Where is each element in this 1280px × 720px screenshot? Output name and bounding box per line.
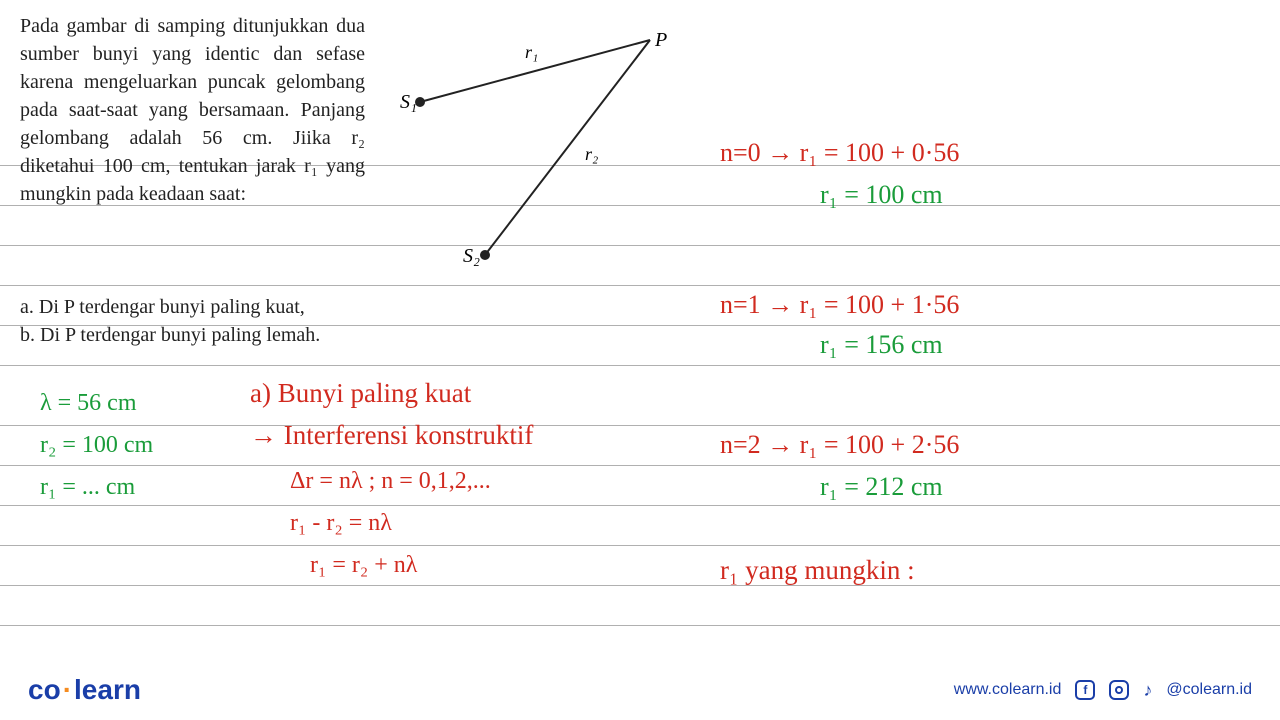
case-n2-res: r₁ = 212 cm	[820, 472, 943, 502]
case-n0-res: r₁ = 100 cm	[820, 180, 943, 210]
facebook-icon: f	[1075, 680, 1095, 700]
footer-handle: @colearn.id	[1166, 681, 1252, 699]
brand-left: co	[28, 674, 61, 705]
footer-right: www.colearn.id f @colearn.id	[954, 679, 1252, 702]
problem-body: Pada gambar di samping ditunjukkan dua s…	[20, 12, 365, 208]
label-r1: r₁	[525, 42, 538, 62]
problem-option-a: a. Di P terdengar bunyi paling kuat,	[20, 296, 305, 319]
case-n0-head: n=0 → r₁ = 100 + 0·56	[720, 138, 959, 168]
case-possible: r₁ yang mungkin :	[720, 555, 915, 586]
tiktok-icon	[1143, 679, 1152, 702]
given-r1: r₁ = ... cm	[40, 474, 135, 501]
label-s1: S₁	[400, 91, 417, 113]
work-a-eq2: r₁ - r₂ = nλ	[290, 510, 392, 537]
work-a-eq1: Δr = nλ ; n = 0,1,2,...	[290, 468, 491, 495]
work-a-arrow: → Interferensi konstruktif	[250, 420, 533, 451]
label-p: P	[654, 30, 667, 51]
work-a-title: a) Bunyi paling kuat	[250, 378, 471, 409]
problem-option-b: b. Di P terdengar bunyi paling lemah.	[20, 324, 320, 347]
case-n1-head: n=1 → r₁ = 100 + 1·56	[720, 290, 959, 320]
brand-dot-icon: ·	[61, 674, 74, 705]
brand-logo: co·learn	[28, 674, 141, 706]
given-r2: r₂ = 100 cm	[40, 432, 153, 459]
given-lambda: λ = 56 cm	[40, 390, 137, 417]
work-a-eq3: r₁ = r₂ + nλ	[310, 552, 417, 579]
case-n2-head: n=2 → r₁ = 100 + 2·56	[720, 430, 959, 460]
brand-right: learn	[74, 674, 141, 705]
footer-bar: co·learn www.colearn.id f @colearn.id	[0, 660, 1280, 720]
label-s2: S₂	[463, 245, 480, 267]
instagram-icon	[1109, 680, 1129, 700]
label-r2: r₂	[585, 144, 598, 164]
geometry-diagram: S₁ S₂ P r₁ r₂	[390, 30, 680, 270]
case-n1-res: r₁ = 156 cm	[820, 330, 943, 360]
footer-url: www.colearn.id	[954, 681, 1062, 699]
